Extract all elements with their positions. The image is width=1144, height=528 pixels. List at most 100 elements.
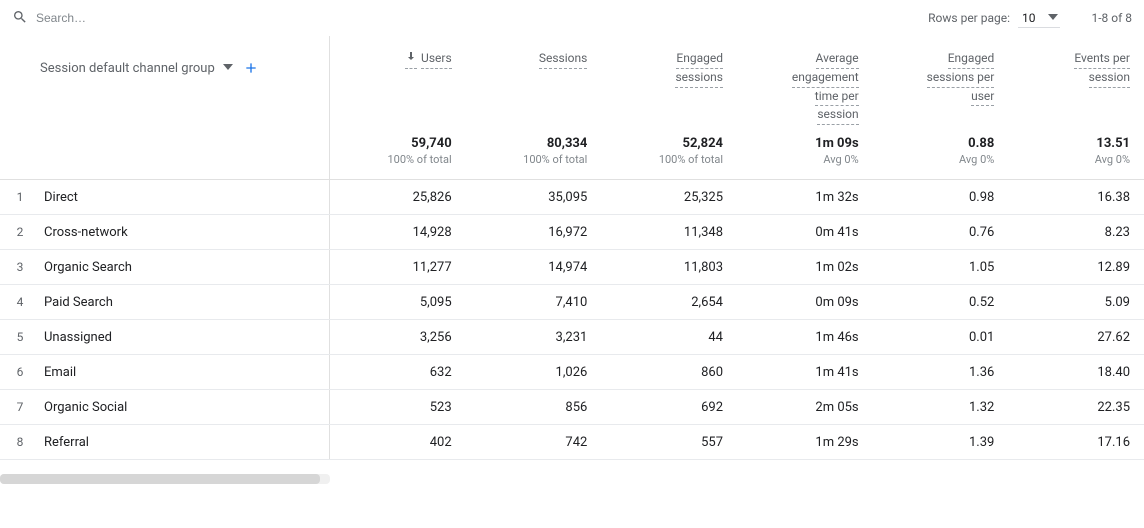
rows-per-page: Rows per page: 10 [928, 9, 1060, 28]
table-row[interactable]: 6Email 6321,0268601m 41s1.3618.40 [0, 355, 1144, 390]
data-cell: 860 [601, 355, 737, 389]
pagination-range: 1-8 of 8 [1084, 11, 1132, 25]
column-header-text: time per [815, 88, 859, 107]
totals-cell: 1m 09s Avg 0% [737, 125, 873, 179]
data-cell: 3,256 [330, 320, 466, 354]
totals-cell: 59,740100% of total [330, 125, 466, 179]
data-cell: 25,325 [601, 180, 737, 214]
totals-row: 59,740100% of total 80,334 100% of total 52… [0, 125, 1144, 180]
column-header-text: Users [421, 50, 452, 69]
totals-subtext: 100% of total [659, 153, 723, 166]
dimension-caret-icon[interactable] [223, 61, 233, 76]
totals-cell: 0.88Avg 0% [873, 125, 1009, 179]
column-header-text: Sessions [539, 50, 587, 69]
totals-cell: 80,334 100% of total [466, 125, 602, 179]
data-cell: 523 [330, 390, 466, 424]
column-headers: Session default channel group Users Sessi… [0, 36, 1144, 125]
totals-subtext: 100% of total [387, 153, 451, 166]
column-header[interactable]: Averageengagementtime persession [737, 36, 873, 125]
column-header[interactable]: Engagedsessions peruser [873, 36, 1009, 125]
caret-down-icon [1048, 11, 1058, 25]
column-header-text: sessions [675, 69, 723, 88]
data-cell: 1.36 [873, 355, 1009, 389]
rows-per-page-value: 10 [1022, 11, 1036, 25]
totals-subtext: Avg 0% [1095, 153, 1130, 166]
data-cell: 856 [466, 390, 602, 424]
column-header[interactable]: Events persession [1008, 36, 1144, 125]
totals-subtext: Avg 0% [959, 153, 994, 166]
row-dimension-label: Paid Search [40, 295, 113, 310]
row-dimension-label: Email [40, 365, 76, 380]
data-cell: 11,277 [330, 250, 466, 284]
row-index: 3 [0, 260, 40, 274]
table-row[interactable]: 7Organic Social5238566922m 05s1.3222.35 [0, 390, 1144, 425]
search-area [12, 9, 928, 28]
data-cell: 18.40 [1008, 355, 1144, 389]
totals-subtext: Avg 0% [823, 153, 858, 166]
table-row[interactable]: 8Referral4027425571m 29s1.3917.16 [0, 425, 1144, 460]
data-cell: 742 [466, 425, 602, 459]
column-header-text: sessions per [927, 69, 995, 88]
data-cell: 3,231 [466, 320, 602, 354]
data-cell: 1,026 [466, 355, 602, 389]
totals-subtext: 100% of total [523, 153, 587, 166]
data-cell: 1m 46s [737, 320, 873, 354]
row-index: 6 [0, 365, 40, 379]
data-cell: 16.38 [1008, 180, 1144, 214]
row-dimension-label: Unassigned [40, 330, 112, 345]
column-header[interactable]: Users [330, 36, 466, 125]
row-index: 2 [0, 225, 40, 239]
column-header-text: engagement [792, 69, 859, 88]
data-cell: 632 [330, 355, 466, 389]
totals-cell: 13.51 Avg 0% [1008, 125, 1144, 179]
column-header[interactable]: Engagedsessions [601, 36, 737, 125]
data-cell: 27.62 [1008, 320, 1144, 354]
data-cell: 2m 05s [737, 390, 873, 424]
scrollbar-thumb[interactable] [0, 474, 320, 484]
rows-per-page-label: Rows per page: [928, 11, 1010, 25]
table-row[interactable]: 4Paid Search5,0957,4102,6540m 09s0.525.0… [0, 285, 1144, 320]
data-cell: 2,654 [601, 285, 737, 319]
data-cell: 11,803 [601, 250, 737, 284]
data-cell: 12.89 [1008, 250, 1144, 284]
data-cell: 25,826 [330, 180, 466, 214]
search-input[interactable] [34, 10, 294, 26]
data-cell: 11,348 [601, 215, 737, 249]
row-dimension-label: Cross-network [40, 225, 128, 240]
column-header-text: session [817, 106, 858, 125]
data-cell: 1.39 [873, 425, 1009, 459]
data-cell: 14,974 [466, 250, 602, 284]
table-row[interactable]: 1Direct25,82635,09525,3251m 32s0.9816.38 [0, 180, 1144, 215]
data-cell: 402 [330, 425, 466, 459]
rows-per-page-select[interactable]: 10 [1018, 9, 1060, 28]
totals-value: 1m 09s [815, 136, 859, 151]
data-cell: 1m 32s [737, 180, 873, 214]
data-cell: 5.09 [1008, 285, 1144, 319]
data-cell: 8.23 [1008, 215, 1144, 249]
row-index: 1 [0, 190, 40, 204]
data-cell: 0m 41s [737, 215, 873, 249]
totals-value: 80,334 [547, 136, 588, 151]
data-cell: 1m 02s [737, 250, 873, 284]
data-cell: 5,095 [330, 285, 466, 319]
search-icon [12, 9, 28, 28]
totals-value: 52,824 [683, 136, 724, 151]
data-cell: 0.76 [873, 215, 1009, 249]
column-header-text: Engaged [948, 50, 995, 69]
data-cell: 1m 41s [737, 355, 873, 389]
data-cell: 7,410 [466, 285, 602, 319]
table-row[interactable]: 5Unassigned3,2563,231441m 46s0.0127.62 [0, 320, 1144, 355]
dimension-label[interactable]: Session default channel group [40, 61, 215, 76]
data-cell: 557 [601, 425, 737, 459]
table-row[interactable]: 3Organic Search 11,27714,97411,8031m 02s 1… [0, 250, 1144, 285]
table-row[interactable]: 2Cross-network14,92816,97211,3480m 41s0.… [0, 215, 1144, 250]
data-cell: 1m 29s [737, 425, 873, 459]
totals-value: 13.51 [1096, 136, 1130, 151]
data-cell: 0.52 [873, 285, 1009, 319]
horizontal-scrollbar[interactable] [0, 474, 330, 484]
data-cell: 14,928 [330, 215, 466, 249]
add-dimension-button[interactable] [241, 58, 261, 78]
row-dimension-label: Organic Search [40, 260, 132, 275]
column-header[interactable]: Sessions [466, 36, 602, 125]
row-dimension-label: Direct [40, 190, 78, 205]
